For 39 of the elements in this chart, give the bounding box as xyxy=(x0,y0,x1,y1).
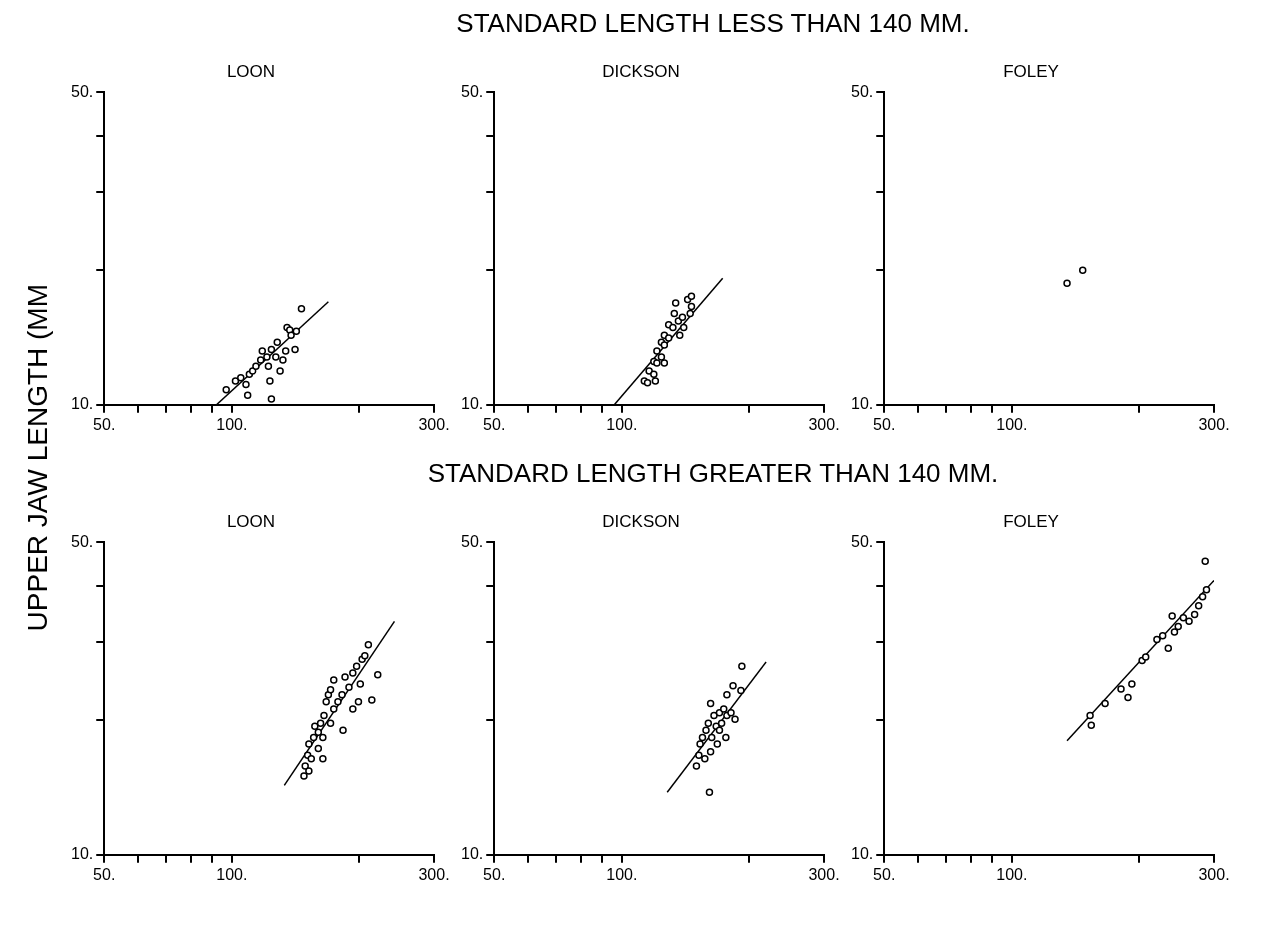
x-tick-label: 300. xyxy=(418,865,450,883)
y-tick-label: 10. xyxy=(70,395,94,413)
x-tick-label: 300. xyxy=(808,415,840,433)
y-tick-label: 50. xyxy=(70,82,94,100)
text: STANDARD LENGTH LESS THAN 140 MM. xyxy=(456,8,970,38)
chart-title: FOLEY xyxy=(1003,61,1059,81)
y-tick-label: 50. xyxy=(850,82,874,100)
x-tick-label: 100. xyxy=(996,415,1028,433)
y-tick-label: 10. xyxy=(850,845,874,863)
x-tick-label: 50. xyxy=(93,415,116,433)
x-tick-label: 100. xyxy=(996,865,1028,883)
x-tick-label: 300. xyxy=(1198,415,1230,433)
x-tick-label: 300. xyxy=(418,415,450,433)
x-tick-label: 300. xyxy=(808,865,840,883)
x-tick-label: 100. xyxy=(606,415,638,433)
y-tick-label: 50. xyxy=(460,532,484,550)
y-tick-label: 10. xyxy=(460,845,484,863)
x-tick-label: 50. xyxy=(873,415,896,433)
text: STANDARD LENGTH GREATER THAN 140 MM. xyxy=(427,458,999,488)
y-axis-title: UPPER JAW LENGTH (MM xyxy=(22,284,54,632)
x-tick-label: 300. xyxy=(1198,865,1230,883)
y-tick-label: 50. xyxy=(70,532,94,550)
y-tick-label: 50. xyxy=(460,82,484,100)
chart-title: DICKSON xyxy=(602,511,680,531)
chart-title: FOLEY xyxy=(1003,511,1059,531)
y-tick-label: 10. xyxy=(850,395,874,413)
x-tick-label: 50. xyxy=(93,865,116,883)
y-tick-label: 10. xyxy=(460,395,484,413)
x-tick-label: 50. xyxy=(873,865,896,883)
x-tick-label: 50. xyxy=(483,415,506,433)
chart-title: LOON xyxy=(226,511,276,531)
chart-title: LOON xyxy=(226,61,276,81)
chart-title: DICKSON xyxy=(602,61,680,81)
x-tick-label: 100. xyxy=(216,865,248,883)
x-tick-label: 50. xyxy=(483,865,506,883)
x-tick-label: 100. xyxy=(606,865,638,883)
x-tick-label: 100. xyxy=(216,415,248,433)
y-tick-label: 10. xyxy=(70,845,94,863)
y-tick-label: 50. xyxy=(850,532,874,550)
